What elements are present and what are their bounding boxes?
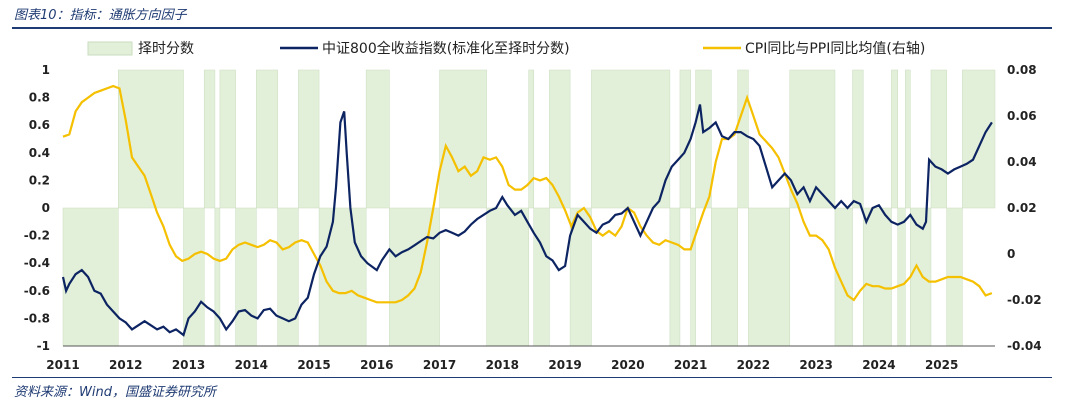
timing-band-16 — [533, 207, 550, 347]
legend: 择时分数 中证800全收益指数(标准化至择时分数) CPI同比与PPI同比均值(… — [87, 40, 925, 57]
y-right-tick-label: 0.06 — [1007, 109, 1037, 123]
x-tick-label: 2024 — [862, 358, 895, 372]
y-right-tick-label: 0.02 — [1007, 201, 1037, 215]
y-axis-left: 1 0.8 0.6 0.4 0.2 0 -0.2 -0.4 -0.6 -0.8 -1 — [24, 63, 50, 353]
footer-rule — [12, 377, 1052, 378]
x-tick-label: 2022 — [737, 358, 770, 372]
timing-band-26 — [748, 207, 791, 347]
timing-band-34 — [910, 207, 932, 347]
x-tick-label: 2017 — [423, 358, 456, 372]
y-left-tick-label: -1 — [37, 339, 50, 353]
legend-label-timing: 择时分数 — [138, 41, 194, 57]
x-tick-label: 2011 — [46, 358, 79, 372]
timing-band-15 — [528, 69, 534, 209]
timing-bands — [62, 69, 996, 347]
x-tick-label: 2014 — [235, 358, 268, 372]
timing-band-12 — [389, 207, 440, 347]
timing-band-24 — [711, 207, 738, 347]
source-note: 资料来源：Wind，国盛证券研究所 — [14, 385, 216, 400]
y-left-tick-label: 0.4 — [29, 146, 50, 160]
y-left-tick-label: 0.2 — [29, 173, 50, 187]
y-right-tick-label: 0 — [1007, 247, 1015, 261]
x-axis: 2011 2012 2013 2014 2015 2016 2017 2018 2019 2020… — [46, 345, 995, 372]
legend-label-cpi-ppi: CPI同比与PPI同比均值(右轴) — [745, 41, 925, 57]
y-left-tick-label: 0.8 — [29, 91, 50, 105]
timing-band-9 — [298, 69, 320, 209]
timing-band-14 — [486, 207, 529, 347]
timing-band-28 — [834, 207, 853, 347]
x-tick-label: 2015 — [297, 358, 330, 372]
timing-band-21 — [679, 69, 691, 209]
y-left-tick-label: -0.6 — [24, 284, 50, 298]
y-left-tick-label: -0.8 — [24, 311, 50, 325]
timing-band-4 — [214, 207, 221, 347]
legend-swatch-timing — [87, 41, 133, 56]
series-line-cpi-ppi — [62, 84, 993, 304]
timing-band-8 — [277, 207, 299, 347]
series-line-csi800 — [61, 104, 993, 337]
x-tick-label: 2013 — [172, 358, 205, 372]
timing-band-29 — [852, 69, 864, 209]
timing-band-7 — [256, 69, 278, 209]
timing-band-11 — [365, 69, 390, 209]
x-tick-label: 2025 — [925, 358, 958, 372]
timing-band-25 — [737, 69, 749, 209]
y-left-tick-label: -0.2 — [24, 229, 50, 243]
legend-label-csi800: 中证800全收益指数(标准化至择时分数) — [322, 40, 570, 57]
timing-band-30 — [862, 207, 892, 347]
timing-band-22 — [690, 207, 696, 347]
y-right-tick-label: -0.02 — [1007, 293, 1042, 307]
timing-band-17 — [549, 69, 571, 209]
timing-band-33 — [905, 69, 911, 209]
timing-band-37 — [962, 69, 996, 209]
timing-band-27 — [789, 69, 836, 209]
y-left-tick-label: 0 — [42, 201, 50, 215]
title-rule — [12, 27, 1052, 29]
y-right-tick-label: 0.04 — [1007, 155, 1037, 169]
x-tick-label: 2020 — [611, 358, 644, 372]
timing-band-10 — [318, 207, 367, 347]
timing-band-19 — [591, 69, 671, 209]
y-right-tick-label: -0.04 — [1007, 339, 1042, 353]
timing-band-3 — [203, 69, 216, 209]
x-tick-label: 2019 — [548, 358, 581, 372]
x-tick-label: 2018 — [486, 358, 519, 372]
x-tick-label: 2016 — [360, 358, 393, 372]
y-right-tick-label: 0.08 — [1007, 63, 1037, 77]
timing-band-5 — [219, 69, 236, 209]
timing-band-20 — [669, 207, 681, 347]
figure-title: 图表10：指标：通胀方向因子 — [14, 8, 187, 23]
timing-band-13 — [439, 69, 487, 209]
timing-band-6 — [235, 207, 257, 347]
timing-band-0 — [62, 207, 119, 347]
timing-band-35 — [930, 69, 947, 209]
y-left-tick-label: 1 — [42, 63, 50, 77]
y-left-tick-label: 0.6 — [29, 118, 50, 132]
timing-band-23 — [695, 69, 712, 209]
x-tick-label: 2023 — [799, 358, 832, 372]
x-tick-label: 2021 — [674, 358, 707, 372]
y-axis-right: 0.08 0.06 0.04 0.02 0 -0.02 -0.04 — [1007, 63, 1042, 353]
x-tick-label: 2012 — [109, 358, 142, 372]
y-left-tick-label: -0.4 — [24, 256, 50, 270]
timing-band-31 — [891, 69, 898, 209]
timing-band-32 — [897, 207, 906, 347]
